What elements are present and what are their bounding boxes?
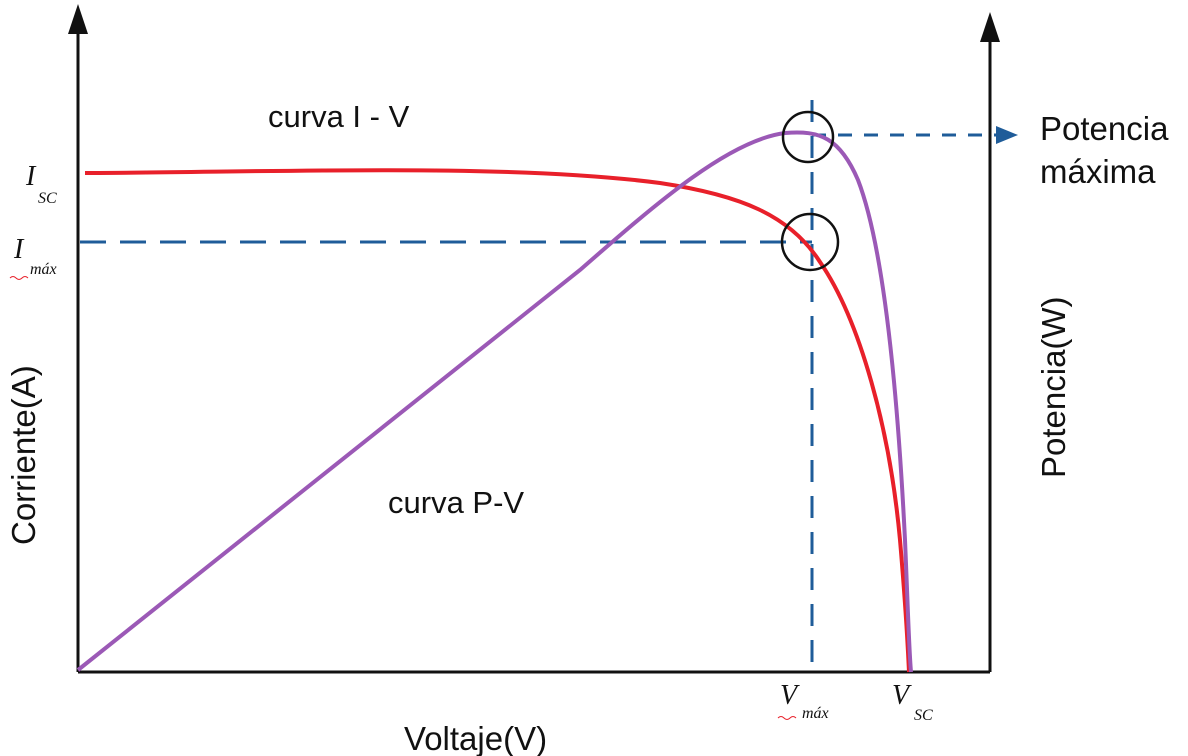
iv-curve (84, 168, 911, 673)
max-power-label-line2: máxima (1040, 153, 1156, 190)
vmax-label: V (780, 680, 800, 711)
vmax-spellcheck-underline (777, 716, 797, 720)
isc-label: I (25, 161, 37, 192)
pv-curve-label: curva P-V (388, 485, 524, 520)
y-axis-left-arrow-icon (68, 4, 88, 34)
y-right-axis-label: Potencia(W) (1035, 296, 1072, 478)
imax-marker-circle (780, 212, 840, 272)
max-power-label-line1: Potencia (1040, 110, 1169, 147)
vsc-label: V (892, 680, 912, 711)
pmax-marker-circle (781, 110, 835, 164)
vmax-subscript: máx (802, 705, 829, 722)
isc-subscript: SC (38, 190, 57, 207)
imax-subscript: máx (30, 261, 57, 278)
pv-curve (76, 130, 913, 673)
pmax-arrow-icon (996, 126, 1018, 144)
vsc-subscript: SC (914, 707, 933, 724)
iv-curve-label: curva I - V (268, 99, 410, 134)
imax-label: I (13, 234, 25, 265)
y-axis-right-arrow-icon (980, 12, 1000, 42)
imax-spellcheck-underline (9, 276, 29, 280)
y-left-axis-label: Corriente(A) (5, 365, 42, 545)
x-axis-label: Voltaje(V) (404, 720, 547, 756)
